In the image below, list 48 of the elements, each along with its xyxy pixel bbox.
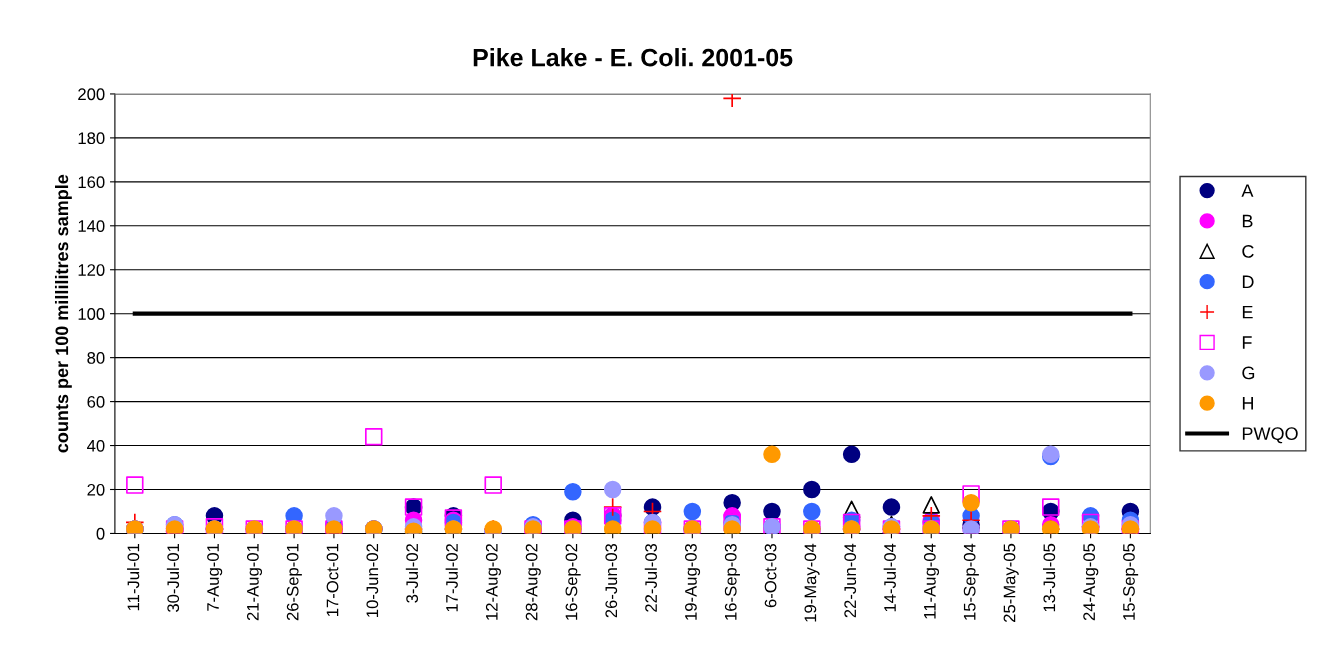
x-tick-label: 13-Jul-05	[1042, 543, 1056, 612]
y-tick-label: 40	[87, 439, 105, 452]
y-tick-label: 120	[78, 264, 105, 276]
x-tick-label: 12-Aug-02	[485, 544, 501, 620]
x-tick-label: 6-Oct-03	[764, 543, 777, 608]
legend-label: D	[1242, 275, 1254, 288]
x-tick-label: 10-Jun-02	[366, 544, 379, 617]
legend-label: A	[1241, 184, 1254, 197]
legend-label: B	[1242, 214, 1253, 228]
x-tick-label: 11-Jul-01	[127, 543, 140, 611]
x-tick-label: 14-Jul-04	[883, 543, 896, 612]
y-tick-label: 140	[78, 220, 105, 232]
x-tick-label: 19-May-04	[804, 543, 820, 622]
x-tick-label: 21-Aug-01	[246, 543, 263, 621]
x-tick-label: 15-Sep-05	[1123, 543, 1139, 620]
y-tick-label: 60	[87, 395, 105, 408]
y-tick-label: 180	[78, 132, 105, 145]
legend-label: C	[1242, 245, 1254, 258]
y-tick-label: 100	[78, 308, 105, 320]
x-tick-label: 25-May-05	[1003, 543, 1019, 622]
x-tick-label: 16-Sep-02	[565, 544, 581, 620]
x-tick-label: 17-Jul-02	[445, 544, 458, 612]
y-tick-label: 160	[78, 176, 105, 189]
chart-title: Pike Lake - E. Coli. 2001-05	[473, 48, 793, 67]
x-tick-label: 15-Sep-04	[963, 543, 979, 620]
y-tick-label: 200	[78, 88, 105, 101]
legend-label: G	[1242, 366, 1255, 380]
x-tick-label: 30-Jul-01	[166, 543, 180, 613]
y-axis-title: counts per 100 millilitres sample	[54, 174, 72, 453]
x-tick-label: 28-Aug-02	[525, 544, 541, 621]
legend-label: F	[1242, 336, 1252, 349]
y-tick-label: 80	[87, 352, 105, 364]
x-tick-label: 24-Aug-05	[1083, 543, 1099, 621]
x-tick-label: 22-Jun-04	[844, 543, 857, 618]
y-tick-label: 20	[87, 483, 105, 496]
x-tick-label: 11-Aug-04	[923, 543, 940, 619]
x-tick-label: 22-Jul-03	[644, 543, 657, 612]
x-tick-label: 3-Jul-02	[405, 544, 419, 603]
legend-label: H	[1242, 397, 1253, 410]
x-tick-label: 19-Aug-03	[685, 543, 701, 620]
y-tick-label: 0	[96, 527, 105, 540]
legend-label: E	[1242, 305, 1253, 319]
legend-label: PWQO	[1242, 427, 1298, 444]
x-tick-label: 16-Sep-03	[724, 543, 740, 620]
x-tick-label: 26-Jun-03	[605, 543, 618, 618]
x-tick-label: 26-Sep-01	[286, 543, 302, 621]
x-tick-label: 17-Oct-01	[326, 543, 339, 616]
x-tick-label: 7-Aug-01	[207, 543, 223, 611]
